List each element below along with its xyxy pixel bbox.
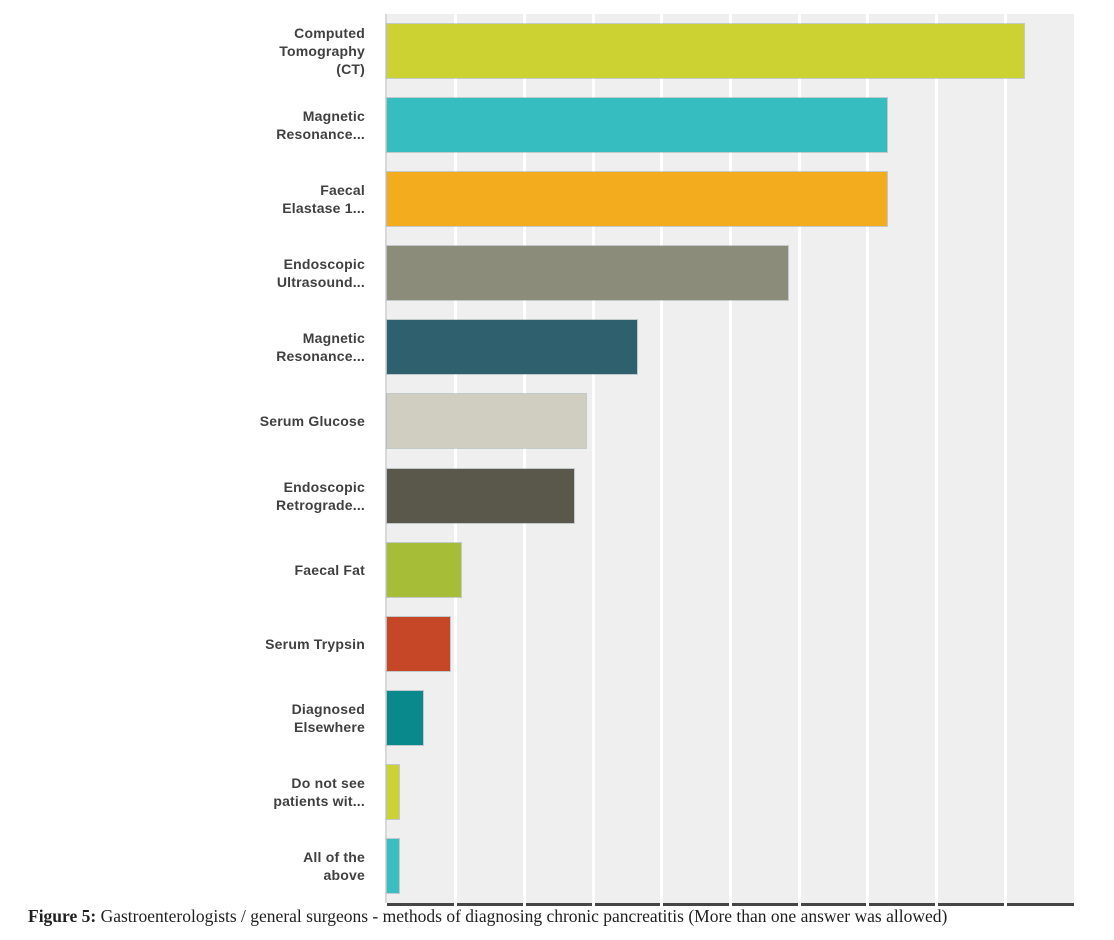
bar bbox=[387, 690, 424, 745]
category-label: Faecal Elastase 1... bbox=[282, 182, 365, 217]
category-label: Endoscopic Retrograde... bbox=[276, 478, 365, 513]
category-label: Computed Tomography (CT) bbox=[279, 25, 365, 78]
category-label: All of the above bbox=[303, 848, 365, 883]
figure-caption: Figure 5: Gastroenterologists / general … bbox=[28, 904, 1088, 929]
bar bbox=[387, 246, 789, 301]
bar bbox=[387, 542, 462, 597]
bar bbox=[387, 394, 587, 449]
figure-caption-text: Gastroenterologists / general surgeons -… bbox=[96, 906, 948, 926]
gridline bbox=[522, 14, 526, 906]
bar bbox=[387, 616, 451, 671]
bar bbox=[387, 838, 400, 893]
gridline bbox=[935, 14, 939, 906]
gridline bbox=[797, 14, 801, 906]
gridline bbox=[1003, 14, 1007, 906]
figure-caption-prefix: Figure 5: bbox=[28, 906, 97, 926]
plot-area bbox=[387, 14, 1074, 906]
bar bbox=[387, 172, 888, 227]
category-label: Magnetic Resonance... bbox=[276, 108, 365, 143]
category-label: Faecal Fat bbox=[294, 561, 365, 578]
bar bbox=[387, 468, 574, 523]
category-label: Endoscopic Ultrasound... bbox=[276, 256, 365, 291]
labels-column: Computed Tomography (CT) Magnetic Resonan… bbox=[0, 14, 377, 903]
bar bbox=[387, 98, 888, 153]
y-axis-line bbox=[385, 14, 387, 903]
category-label: Serum Trypsin bbox=[265, 635, 365, 652]
category-label: Do not see patients wit... bbox=[273, 774, 365, 809]
gridline bbox=[866, 14, 870, 906]
category-label: Serum Glucose bbox=[259, 413, 365, 430]
gridline bbox=[454, 14, 458, 906]
bar bbox=[387, 24, 1024, 79]
gridline bbox=[591, 14, 595, 906]
gridline bbox=[729, 14, 732, 906]
category-label: Magnetic Resonance... bbox=[276, 330, 365, 365]
category-label: Diagnosed Elsewhere bbox=[291, 700, 365, 735]
bar bbox=[387, 764, 400, 819]
bar bbox=[387, 320, 638, 375]
gridline bbox=[660, 14, 664, 906]
